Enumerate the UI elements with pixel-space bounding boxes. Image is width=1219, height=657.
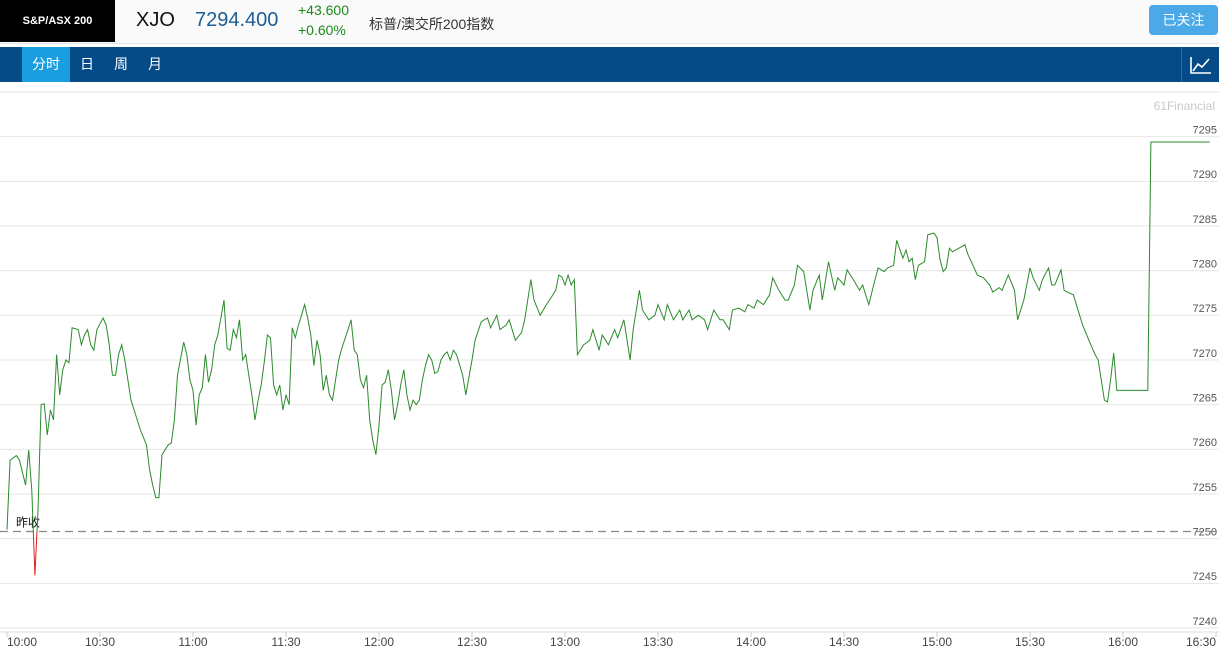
x-tick-label: 10:30	[85, 635, 115, 649]
y-tick-label: 7245	[1193, 571, 1217, 583]
tab-bar: 分时日 周 月	[0, 47, 1219, 82]
y-tick-label: 7295	[1193, 125, 1217, 137]
y-tick-label: 7280	[1193, 259, 1217, 271]
symbol: XJO	[136, 9, 175, 31]
follow-button[interactable]: 已关注	[1149, 5, 1218, 35]
y-tick-label: 7275	[1193, 303, 1217, 315]
x-tick-label: 12:00	[364, 635, 394, 649]
change-percent: +0.60%	[298, 22, 346, 38]
watermark: 61Financial	[1154, 99, 1215, 113]
tab[interactable]: 月	[148, 56, 162, 72]
x-tick-label: 12:30	[457, 635, 487, 649]
x-tick-label: 10:00	[7, 635, 37, 649]
y-tick-label: 7260	[1193, 437, 1217, 449]
price: 7294.400	[195, 9, 279, 31]
y-tick-label: 7250	[1193, 527, 1217, 539]
tab[interactable]: 分时	[22, 47, 70, 82]
x-tick-label: 13:00	[550, 635, 580, 649]
x-tick-label: 15:00	[922, 635, 952, 649]
y-tick-label: 7240	[1193, 616, 1217, 628]
tab[interactable]: 日	[80, 56, 94, 72]
x-tick-label: 15:30	[1015, 635, 1045, 649]
logo: S&P/ASX 200	[0, 0, 115, 42]
x-tick-label: 14:30	[829, 635, 859, 649]
y-tick-label: 7265	[1193, 393, 1217, 405]
reference-label: 昨收	[16, 516, 40, 530]
x-tick-label: 14:00	[736, 635, 766, 649]
x-tick-label: 13:30	[643, 635, 673, 649]
y-tick-label: 7290	[1193, 169, 1217, 181]
x-tick-label: 16:00	[1108, 635, 1138, 649]
chart-type-icon[interactable]	[1181, 47, 1219, 82]
x-tick-label: 16:30	[1186, 635, 1216, 649]
x-tick-label: 11:00	[178, 635, 207, 649]
y-tick-label: 7270	[1193, 348, 1217, 360]
tab[interactable]: 周	[114, 56, 128, 72]
x-tick-label: 11:30	[271, 635, 300, 649]
header: S&P/ASX 200 XJO 7294.400 +43.600 +0.60% …	[0, 0, 1219, 44]
index-name: 标普/澳交所200指数	[369, 16, 495, 32]
y-tick-label: 7255	[1193, 482, 1217, 494]
price-line	[6, 141, 1210, 576]
change: +43.600	[298, 2, 349, 18]
chart: 61Financial 7240 7245 7250 7255 7260 7265 7270…	[0, 91, 1219, 649]
y-tick-label: 7285	[1193, 214, 1217, 226]
